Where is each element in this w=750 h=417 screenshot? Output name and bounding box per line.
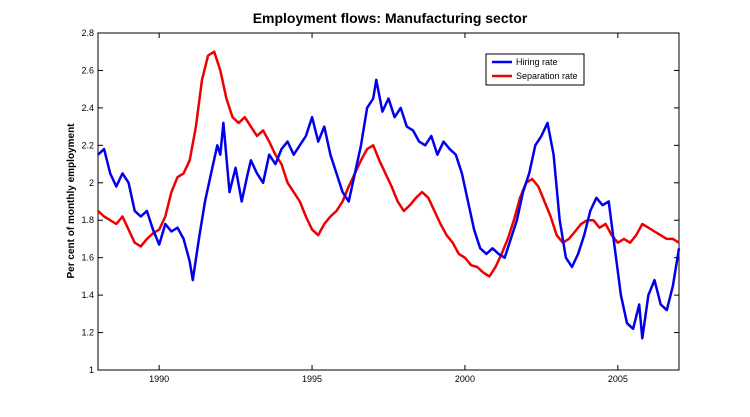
x-tick-label: 1990	[149, 374, 169, 384]
plot-area	[97, 32, 680, 371]
x-tick-label: 1995	[302, 374, 322, 384]
y-tick-label: 2.8	[81, 28, 94, 38]
series-line-hiring-rate	[97, 78, 681, 340]
y-tick-label: 1.2	[81, 328, 94, 338]
y-tick-label: 1.4	[81, 290, 94, 300]
series-line-separation-rate	[97, 50, 680, 278]
legend-box	[485, 53, 585, 86]
y-tick-label: 1.8	[81, 215, 94, 225]
y-tick-label: 2.2	[81, 140, 94, 150]
legend: Hiring rate Separation rate	[485, 53, 585, 86]
y-tick-label: 1.6	[81, 253, 94, 263]
x-tick-label: 2005	[608, 374, 628, 384]
y-tick-label: 2	[89, 178, 94, 188]
y-axis: 1 1.2 1.4 1.6 1.8 2 2.2 2.4 2.6 2.8	[81, 28, 679, 375]
legend-label-separation-rate: Separation rate	[516, 71, 578, 81]
y-tick-label: 2.4	[81, 103, 94, 113]
y-axis-label: Per cent of monthly employment	[66, 123, 77, 279]
x-tick-label: 2000	[455, 374, 475, 384]
chart-title: Employment flows: Manufacturing sector	[253, 10, 528, 26]
y-tick-label: 1	[89, 365, 94, 375]
series-layer	[97, 50, 681, 340]
legend-label-hiring-rate: Hiring rate	[516, 57, 558, 67]
x-axis: 1990 1995 2000 2005	[149, 33, 628, 384]
y-tick-label: 2.6	[81, 65, 94, 75]
